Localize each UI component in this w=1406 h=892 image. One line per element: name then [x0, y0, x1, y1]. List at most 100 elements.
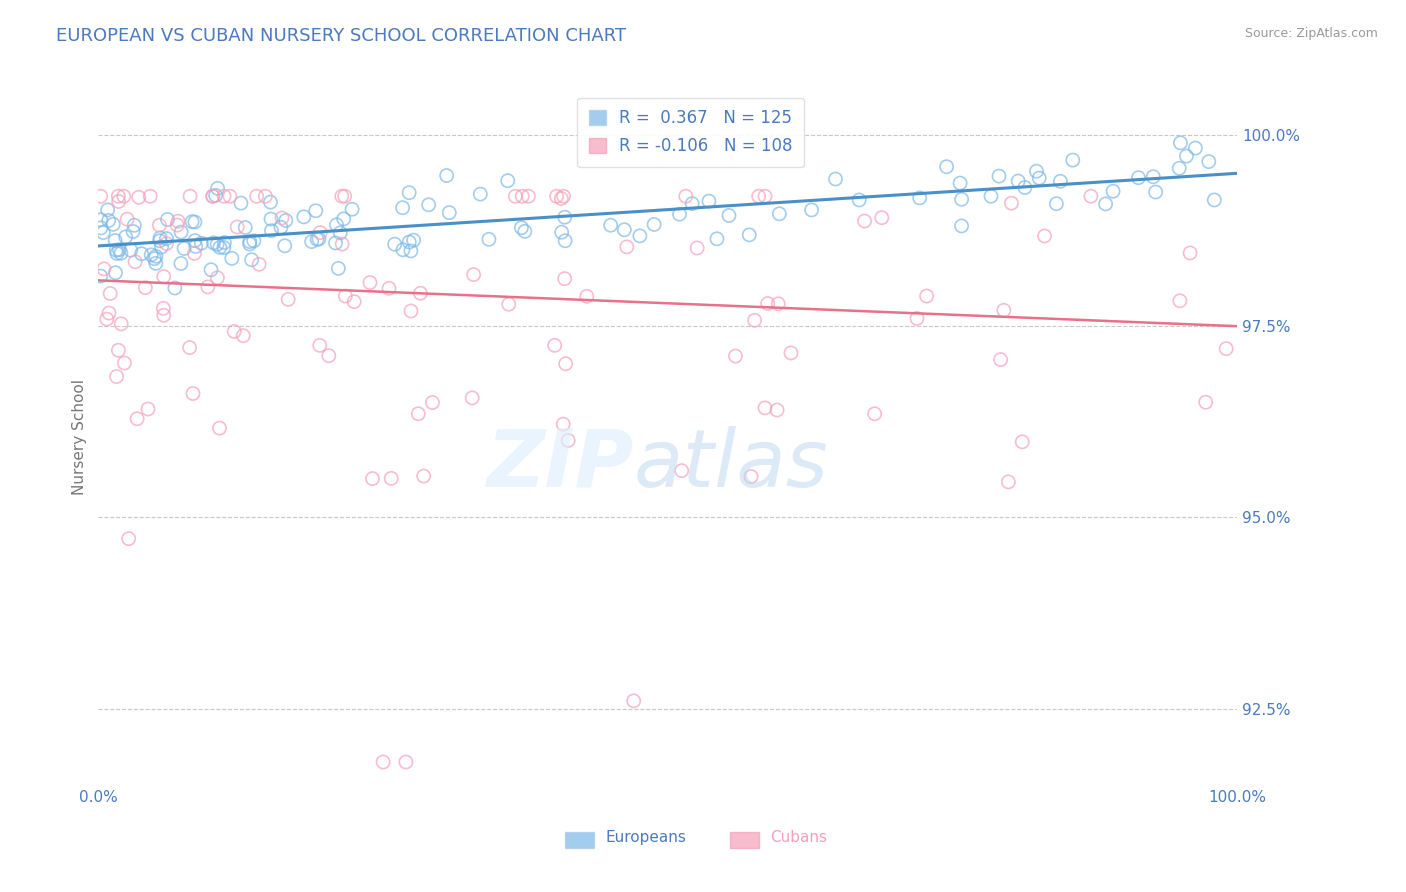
Point: [184, 215, 207, 229]
Point: [461, 391, 484, 405]
Point: [98, 286, 121, 301]
Point: [184, 234, 207, 248]
Point: [205, 237, 228, 252]
Point: [179, 341, 201, 355]
Point: [343, 294, 366, 309]
Point: [301, 235, 323, 249]
Point: [395, 755, 418, 769]
Point: [717, 209, 740, 223]
Point: [325, 235, 347, 250]
Point: [671, 464, 693, 478]
Point: [145, 249, 167, 263]
Point: [686, 241, 709, 255]
Point: [107, 194, 129, 209]
Point: [1080, 189, 1102, 203]
Point: [1128, 170, 1150, 185]
Point: [1028, 171, 1050, 186]
Point: [333, 189, 356, 203]
Point: [557, 434, 579, 448]
Point: [163, 281, 186, 295]
Point: [439, 205, 461, 219]
Point: [103, 217, 125, 231]
Point: [229, 196, 252, 211]
Point: [706, 232, 728, 246]
Point: [800, 202, 823, 217]
Point: [553, 417, 575, 431]
Point: [740, 469, 762, 483]
Point: [149, 231, 172, 245]
Point: [993, 303, 1015, 318]
Point: [318, 349, 340, 363]
Point: [359, 276, 381, 290]
Point: [1175, 149, 1198, 163]
Point: [1007, 174, 1029, 188]
Point: [575, 289, 598, 303]
Point: [329, 226, 352, 240]
Point: [623, 694, 645, 708]
Y-axis label: Nursery School: Nursery School: [72, 379, 87, 495]
Point: [110, 317, 132, 331]
Point: [599, 218, 621, 232]
Point: [120, 243, 142, 257]
Point: [335, 289, 357, 303]
Point: [128, 190, 150, 204]
Point: [616, 240, 638, 254]
Point: [496, 174, 519, 188]
Point: [748, 189, 770, 203]
Point: [277, 293, 299, 307]
Point: [239, 235, 262, 249]
Point: [260, 224, 283, 238]
FancyBboxPatch shape: [565, 832, 593, 847]
Point: [1142, 169, 1164, 184]
Text: Europeans: Europeans: [605, 830, 686, 845]
Point: [107, 343, 129, 358]
Point: [115, 212, 138, 227]
Point: [246, 189, 269, 203]
Point: [546, 189, 568, 203]
Point: [270, 220, 292, 235]
Point: [1049, 174, 1071, 188]
Point: [950, 192, 973, 206]
Point: [90, 212, 112, 227]
Point: [152, 308, 174, 322]
Point: [668, 207, 690, 221]
Point: [134, 280, 156, 294]
Point: [328, 261, 350, 276]
Point: [697, 194, 720, 208]
Point: [112, 189, 135, 203]
Point: [202, 235, 225, 250]
Point: [505, 189, 527, 203]
Point: [190, 236, 212, 251]
Point: [463, 268, 485, 282]
Point: [247, 257, 270, 271]
Text: EUROPEAN VS CUBAN NURSERY SCHOOL CORRELATION CHART: EUROPEAN VS CUBAN NURSERY SCHOOL CORRELA…: [56, 27, 626, 45]
Point: [412, 469, 434, 483]
Point: [239, 237, 262, 252]
Point: [1014, 180, 1036, 194]
Point: [254, 189, 277, 203]
Point: [361, 472, 384, 486]
Point: [915, 289, 938, 303]
Point: [754, 401, 776, 415]
Point: [513, 224, 536, 238]
Point: [105, 246, 128, 260]
Point: [1011, 434, 1033, 449]
Point: [173, 242, 195, 256]
Point: [105, 243, 128, 257]
Point: [908, 191, 931, 205]
Point: [131, 246, 153, 260]
Point: [170, 225, 193, 239]
Point: [208, 421, 231, 435]
Point: [305, 232, 328, 246]
Point: [510, 220, 533, 235]
Point: [118, 532, 141, 546]
Point: [724, 349, 747, 363]
Point: [141, 248, 163, 262]
Point: [554, 211, 576, 225]
Point: [371, 755, 394, 769]
Point: [305, 203, 328, 218]
Point: [97, 202, 120, 217]
Point: [553, 189, 575, 203]
Point: [226, 219, 249, 234]
Point: [143, 252, 166, 266]
